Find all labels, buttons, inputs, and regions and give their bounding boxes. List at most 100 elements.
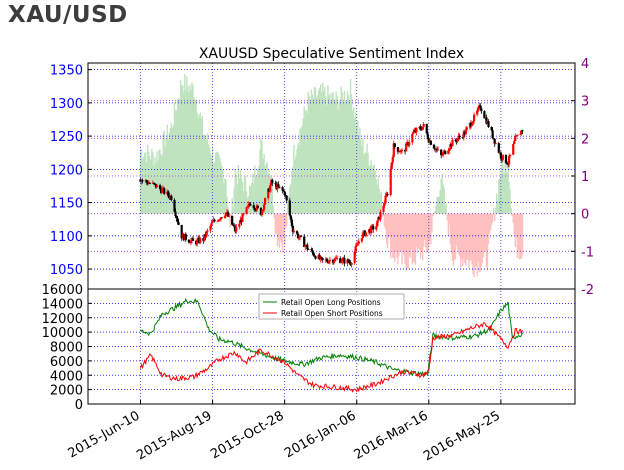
candle-body [203, 234, 206, 241]
candle-body [419, 127, 422, 130]
candle-body [389, 169, 392, 195]
ssi-bar [240, 177, 243, 214]
candle-body [210, 222, 213, 226]
candle-body [361, 232, 365, 238]
candle-body [191, 238, 195, 241]
candle-body [499, 152, 502, 159]
ssi-bar [316, 95, 319, 214]
ssi-bar [426, 213, 428, 253]
ssi-bar [477, 213, 479, 262]
candle-body [440, 149, 443, 156]
ssi-bar [286, 213, 288, 226]
ssi-bar [209, 153, 212, 214]
position-tick-label: 0 [75, 398, 83, 413]
candle-body [476, 110, 479, 115]
candle-body [254, 209, 257, 211]
candle-body [271, 179, 274, 184]
ssi-bar [149, 156, 151, 214]
ssi-bar [290, 184, 292, 214]
ssi-bar [343, 90, 346, 214]
ssi-bar [436, 197, 438, 214]
ssi-bar [295, 155, 297, 214]
ssi-bar [470, 213, 472, 260]
candle-body [310, 249, 313, 251]
ssi-bar [448, 213, 451, 225]
ssi-bar [309, 99, 312, 214]
ssi-bar [234, 170, 236, 214]
ssi-bar [183, 92, 185, 214]
ssi-bar [227, 206, 229, 214]
ssi-bar [322, 82, 324, 214]
ssi-bar [235, 174, 237, 214]
candle-body [290, 219, 293, 226]
candle-body [447, 150, 450, 155]
ssi-bar [296, 149, 298, 214]
ssi-bar [280, 213, 283, 243]
ssi-bar [329, 93, 331, 214]
candle-body [262, 204, 266, 210]
position-tick-label: 14000 [42, 297, 83, 312]
candle-body [412, 131, 415, 134]
ssi-bar [400, 213, 402, 251]
ssi-bar [493, 213, 496, 222]
price-tick-label: 1100 [50, 230, 83, 245]
ssi-bar [460, 213, 462, 268]
ssi-bar [375, 179, 377, 214]
ssi-bar [169, 127, 172, 214]
ssi-bar [175, 110, 178, 214]
candle-body [213, 219, 216, 222]
ssi-bar [364, 152, 366, 214]
candle-body [396, 147, 400, 152]
ssi-bar [440, 178, 442, 214]
candle-body [260, 210, 264, 216]
ssi-bar [205, 139, 208, 214]
ssi-bar [191, 82, 193, 214]
ssi-bar [491, 213, 494, 223]
ssi-bar [484, 213, 487, 252]
candle-body [303, 236, 306, 248]
ssi-bar [392, 213, 394, 258]
ssi-bar [505, 158, 507, 214]
ssi-bar [482, 213, 485, 258]
ssi-bar [445, 203, 448, 214]
position-tick-label: 12000 [42, 312, 83, 327]
ssi-bar [401, 213, 403, 265]
ssi-bar [173, 102, 176, 214]
ssi-bar [244, 175, 247, 214]
ssi-bar [461, 213, 463, 259]
ssi-bar [195, 99, 197, 214]
ssi-bar [479, 213, 481, 272]
candle-body [175, 215, 178, 219]
ssi-bar [365, 152, 367, 214]
candle-body [376, 220, 379, 227]
ssi-bar [384, 213, 387, 230]
candle-body [470, 124, 474, 127]
ssi-bar [190, 89, 192, 214]
ssi-bar [260, 138, 262, 214]
candle-body [464, 129, 467, 135]
candle-body [145, 180, 148, 183]
ssi-bar [194, 100, 196, 214]
ssi-bar [249, 186, 252, 214]
ssi-bar [225, 179, 227, 214]
date-tick-label: 2016-Mar-16 [352, 408, 431, 462]
ssi-bar [370, 160, 372, 214]
ssi-bar [274, 213, 277, 235]
ssi-bar [415, 213, 418, 248]
ssi-bar [300, 128, 302, 214]
candle-body [223, 216, 227, 218]
ssi-bar [241, 181, 244, 214]
candle-body [454, 139, 457, 141]
candle-body [325, 259, 328, 262]
ssi-bar [394, 213, 396, 262]
long-positions-line [140, 297, 523, 377]
ssi-bar [423, 213, 426, 241]
ssi-bar [467, 213, 469, 260]
candle-body [457, 135, 460, 139]
candle-body [491, 130, 494, 138]
ssi-bar [238, 178, 241, 214]
ssi-bar [305, 109, 307, 214]
ssi-bar [502, 164, 504, 214]
candle-body [465, 127, 468, 130]
ssi-bar [261, 140, 263, 214]
